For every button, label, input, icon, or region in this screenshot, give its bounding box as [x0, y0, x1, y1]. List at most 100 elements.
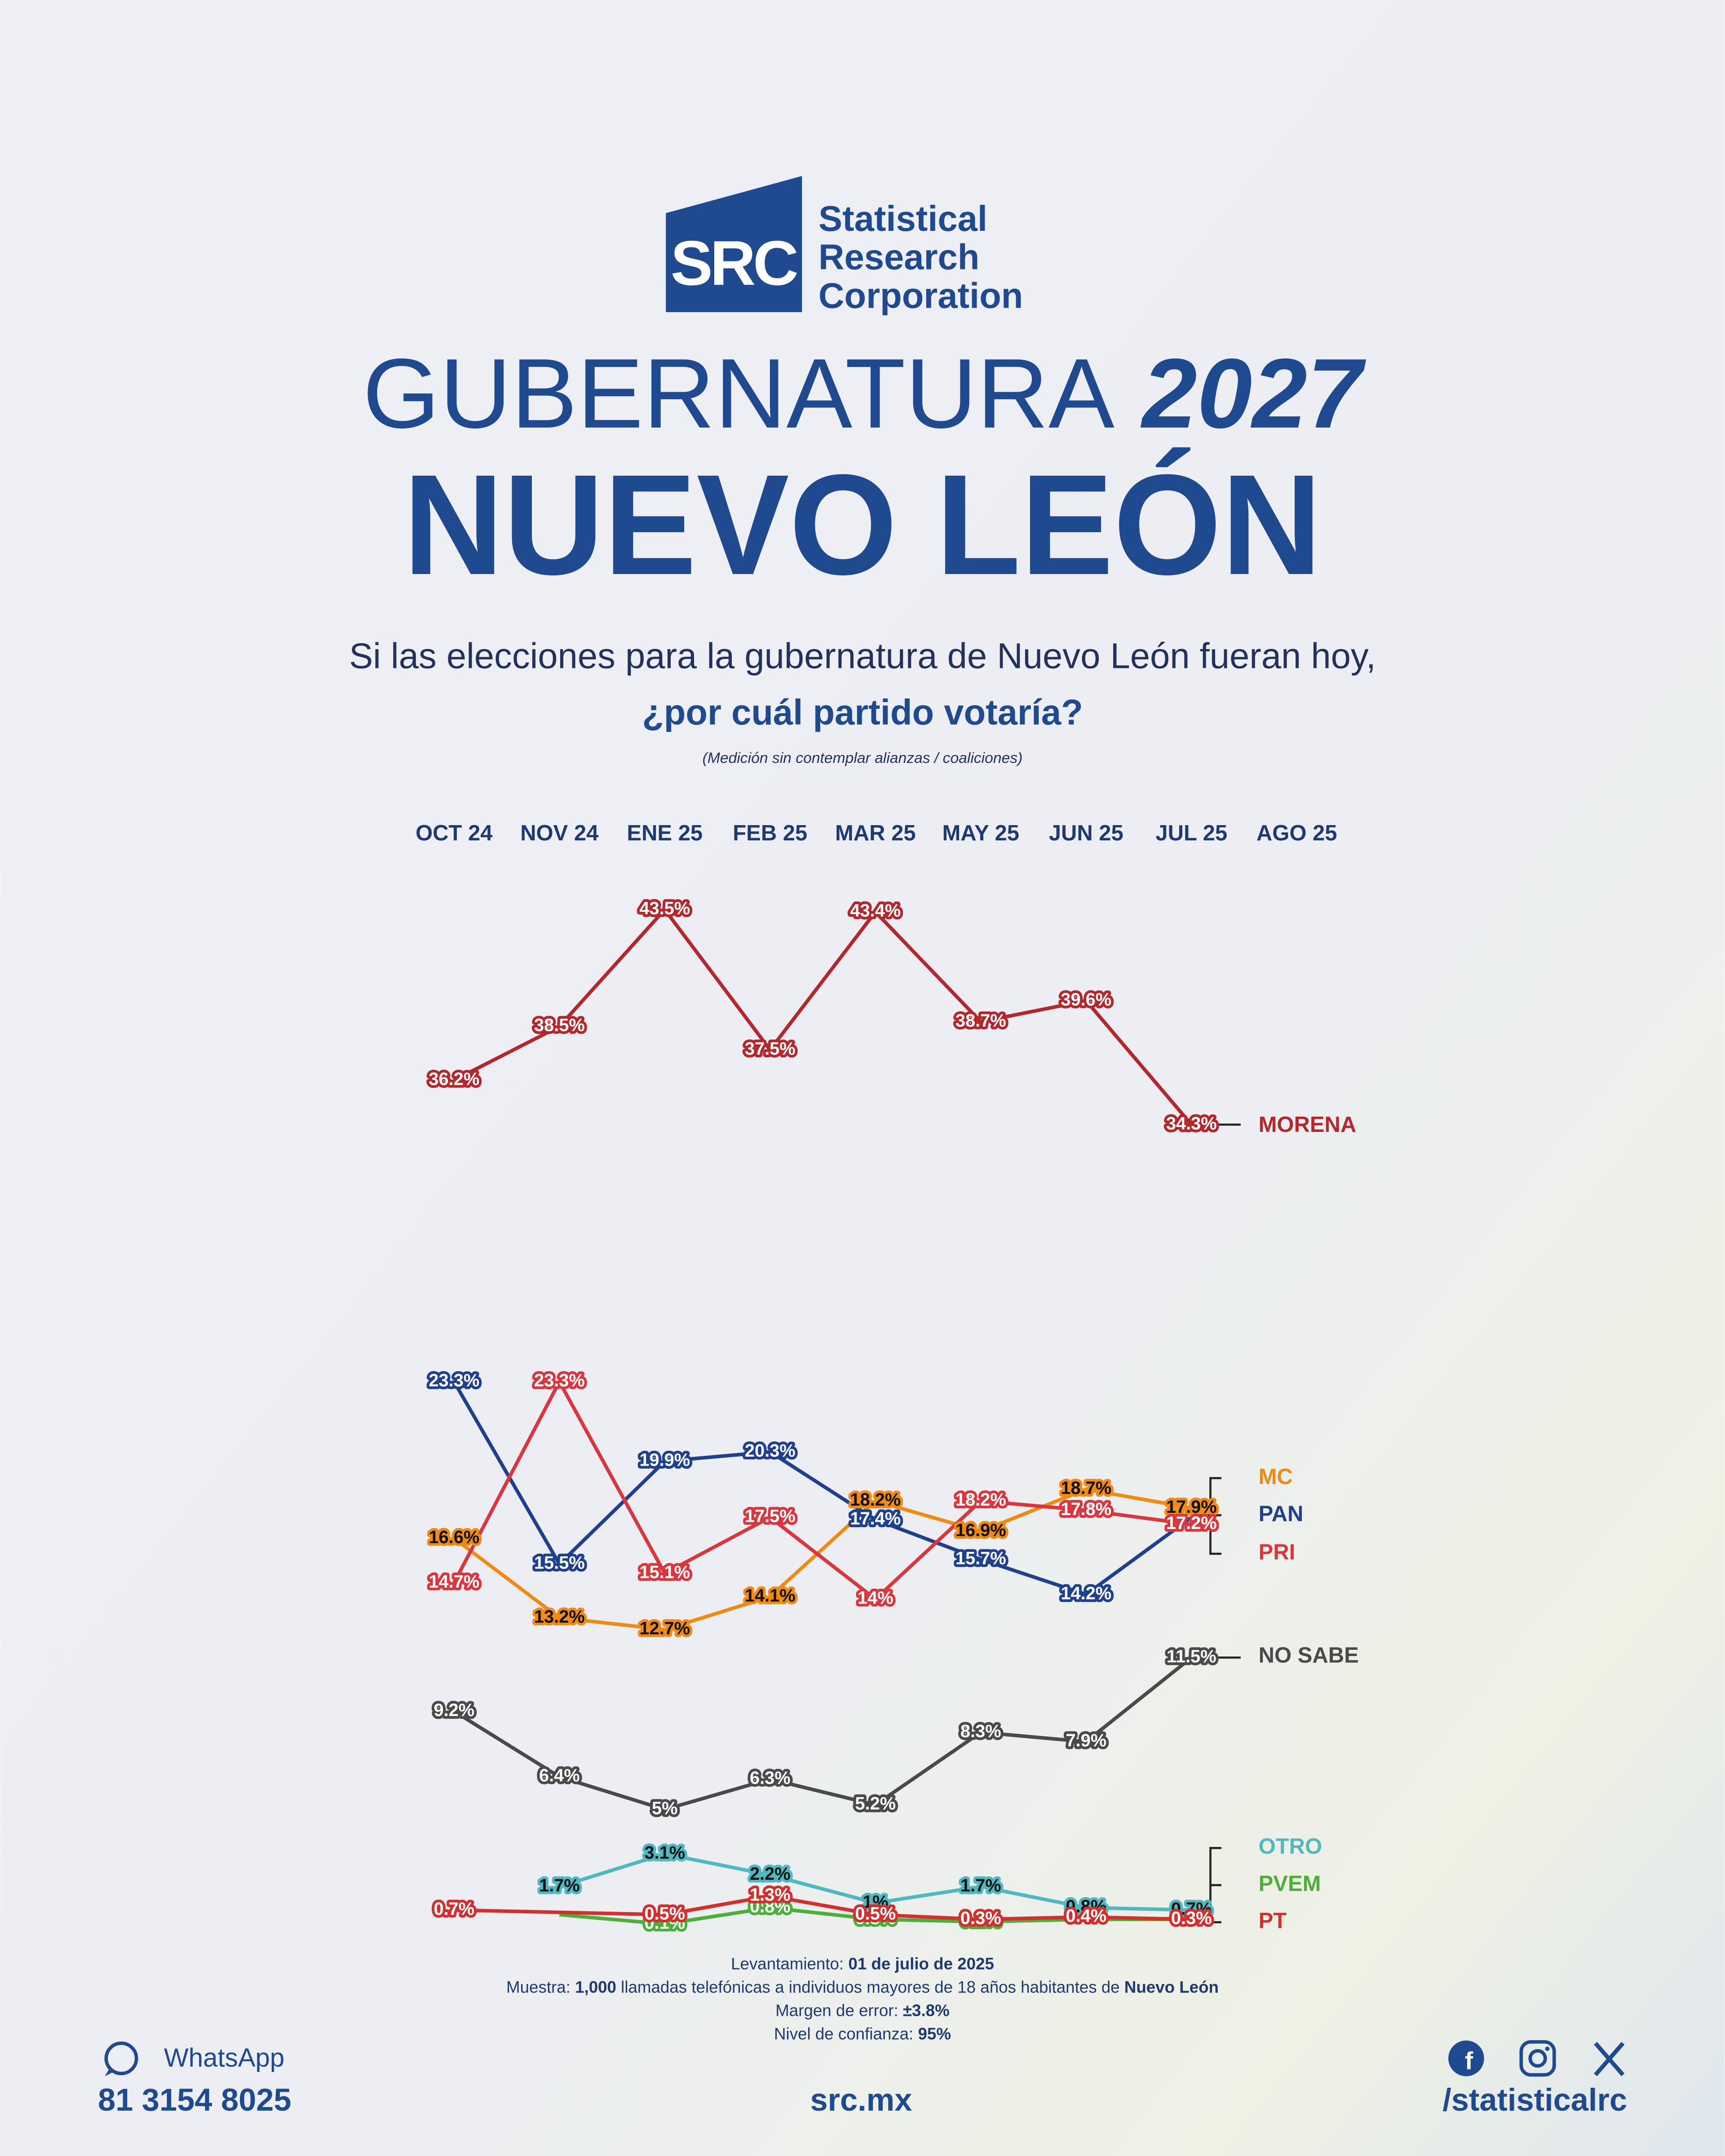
state-title: NUEVO LEÓN [403, 445, 1322, 605]
data-label: 0.3% [1171, 1909, 1212, 1928]
data-label: 0.8% [1066, 1897, 1106, 1917]
data-label: 7.9% [1066, 1731, 1106, 1750]
series-line [453, 908, 1193, 1126]
data-label: 23.3% [429, 1371, 479, 1391]
company-name: Statistical [818, 199, 987, 239]
data-label: 3.1% [644, 1843, 685, 1863]
data-label: 38.5% [534, 1016, 585, 1035]
legend-label: MORENA [1259, 1113, 1357, 1137]
data-label: 17.9% [1166, 1497, 1217, 1517]
series-line [453, 1656, 1193, 1811]
whatsapp-label: WhatsApp [164, 2043, 284, 2072]
data-label: 23.3% [534, 1371, 585, 1391]
data-label: 20.3% [745, 1441, 796, 1461]
data-label: 38.7% [955, 1011, 1006, 1030]
data-label: 0.1% [644, 1913, 685, 1933]
title-year: 2027 [1140, 338, 1367, 449]
company-name: Corporation [818, 275, 1023, 315]
data-label: 0.8% [750, 1897, 791, 1917]
line-chart: OCT 24 NOV 24 ENE 25 FEB 25 MAR 25 MAY 25 JUN … [416, 821, 1359, 1935]
legend-label: NO SABE [1259, 1644, 1359, 1668]
social-handle[interactable]: /statisticalrc [1442, 2082, 1627, 2117]
data-label: 14.1% [745, 1586, 796, 1606]
data-label: 1% [862, 1892, 888, 1912]
title-word: GUBERNATURA [363, 338, 1114, 449]
data-label: 0.4% [1066, 1906, 1106, 1926]
legend-bracket [1191, 1477, 1221, 1555]
legend-label: PRI [1259, 1540, 1296, 1564]
data-label: 0.5% [644, 1904, 685, 1923]
x-tick-label: MAY 25 [942, 821, 1020, 845]
data-label: 17.2% [1166, 1513, 1217, 1533]
series-line [454, 1894, 1192, 1922]
data-label: 17.4% [850, 1509, 901, 1529]
data-label: 13.2% [534, 1607, 585, 1626]
data-label: 1.7% [539, 1876, 580, 1895]
data-label: 0.7% [433, 1899, 474, 1919]
series-line [559, 1852, 1192, 1912]
method-label: Nivel de confianza: [774, 2024, 913, 2043]
website[interactable]: src.mx [810, 2082, 912, 2117]
data-label: 18.2% [850, 1490, 901, 1510]
methodology: Muestra: 1,000 llamadas telefónicas a in… [506, 1978, 1219, 1996]
method-value: 95% [918, 2024, 951, 2043]
phone[interactable]: 81 3154 8025 [98, 2082, 292, 2117]
facebook-icon[interactable]: f [1448, 2040, 1484, 2076]
series-line [452, 1381, 1193, 1596]
logo-text: SRC [671, 228, 797, 298]
data-label: 43.5% [639, 899, 690, 919]
data-label: 34.3% [1166, 1113, 1217, 1133]
data-label: 19.9% [639, 1450, 690, 1470]
method-label: Margen de error: [775, 2001, 898, 2019]
data-label: 5.2% [855, 1794, 896, 1814]
methodology: Nivel de confianza: 95% [774, 2024, 951, 2043]
data-label: 17.5% [745, 1507, 796, 1526]
method-label: Levantamiento: [731, 1954, 844, 1973]
data-label: 5% [652, 1798, 678, 1818]
note: (Medición sin contemplar alianzas / coal… [703, 750, 1023, 767]
data-label: 1.7% [960, 1876, 1001, 1895]
data-label: 9.2% [433, 1701, 474, 1720]
data-label: 18.7% [1061, 1478, 1111, 1498]
data-label: 6.4% [539, 1766, 580, 1785]
data-label: 8.3% [960, 1721, 1001, 1741]
x-tick-label: MAR 25 [835, 821, 916, 845]
data-label: 18.2% [955, 1490, 1006, 1510]
data-label: 37.5% [745, 1039, 796, 1059]
data-label: 14% [858, 1588, 893, 1608]
x-icon[interactable] [1594, 2041, 1625, 2076]
data-label: 1.3% [750, 1885, 791, 1905]
legend-label: PT [1259, 1909, 1287, 1933]
svg-text:f: f [1465, 2046, 1473, 2074]
data-label: 0.5% [855, 1904, 896, 1923]
series-line [452, 1380, 1192, 1601]
method-value: 1,000 [575, 1978, 616, 1996]
x-tick-label: JUL 25 [1155, 821, 1227, 845]
method-label: Muestra: [506, 1978, 571, 1996]
data-label: 14.7% [429, 1572, 479, 1591]
question-emphasis: ¿por cuál partido votaría? [642, 692, 1083, 732]
data-label: 39.6% [1061, 990, 1111, 1009]
data-label: 2.2% [750, 1864, 791, 1884]
data-label: 6.3% [750, 1768, 791, 1788]
method-text: llamadas telefónicas a individuos mayore… [621, 1978, 1119, 1996]
x-tick-label: FEB 25 [733, 821, 807, 845]
legend-bracket [1191, 1847, 1221, 1923]
lines [452, 908, 1241, 1926]
method-value: Nuevo León [1124, 1978, 1219, 1996]
labels: MORENA 36.2% 38.5% 43.5% 37.5% 43.4% 38.7% 39.6… [426, 896, 1359, 1935]
instagram-icon[interactable] [1519, 2040, 1556, 2077]
x-tick-label: JUN 25 [1049, 821, 1123, 845]
company-name: Research [818, 237, 979, 277]
data-label: 17.8% [1061, 1499, 1111, 1519]
legend-label: PVEM [1259, 1872, 1321, 1896]
data-label: 15.5% [534, 1553, 585, 1573]
methodology: Margen de error: ±3.8% [775, 2001, 950, 2019]
whatsapp-icon [104, 2041, 138, 2076]
data-label: 11.5% [1167, 1647, 1216, 1666]
data-label: 15.1% [639, 1562, 690, 1582]
method-value: 01 de julio de 2025 [848, 1954, 994, 1973]
